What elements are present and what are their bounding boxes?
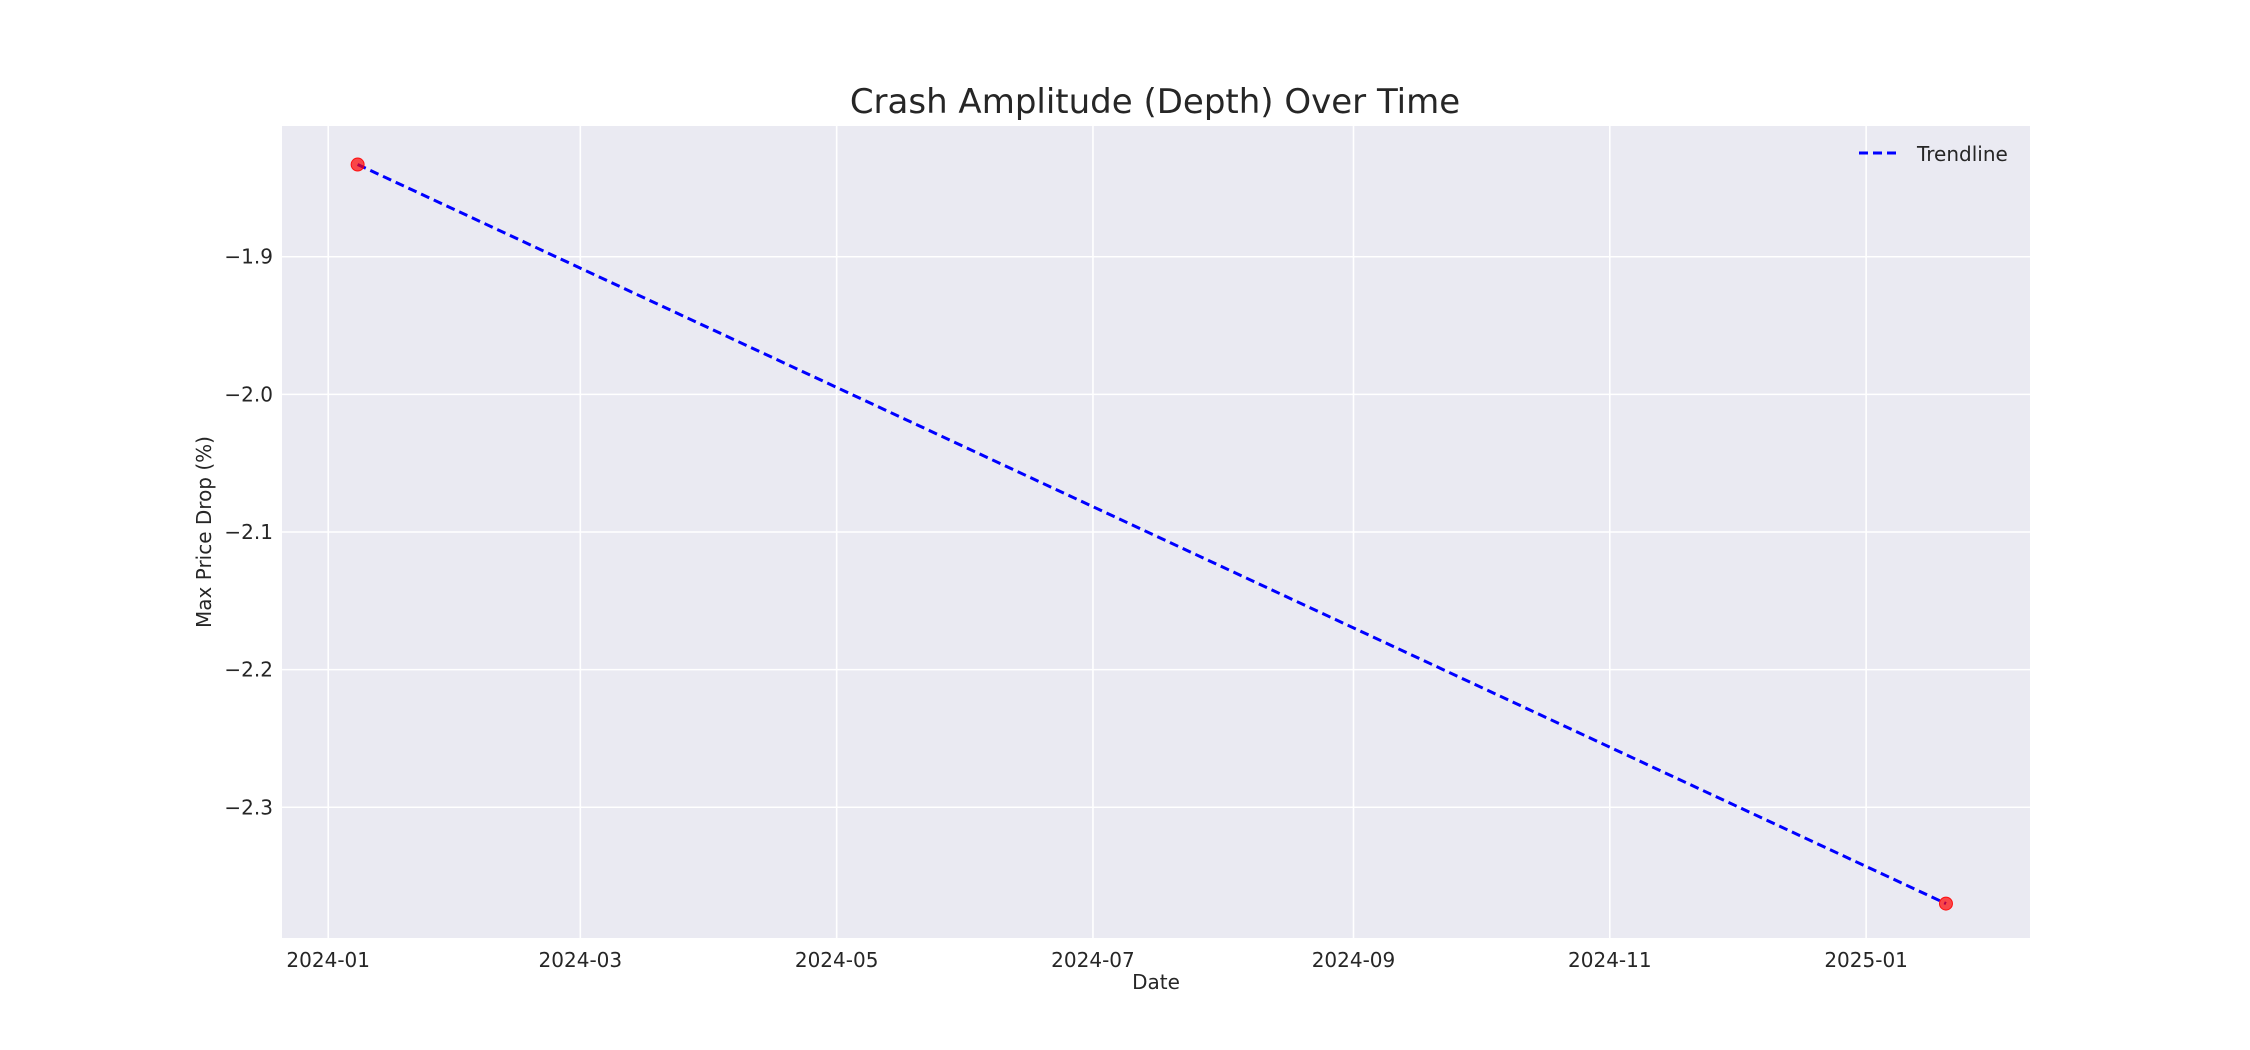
tick-labels: 2024-01 2024-03 2024-05 2024-07 2024-09 2024-…: [224, 245, 1907, 972]
y-tick-label: −2.1: [224, 520, 273, 544]
y-tick-label: −2.2: [224, 658, 273, 682]
x-tick-label: 2025-01: [1824, 948, 1908, 972]
scatter-point: [350, 157, 365, 172]
x-tick-label: 2024-07: [1051, 948, 1135, 972]
series-layer: [350, 157, 1953, 911]
x-tick-label: 2024-09: [1312, 948, 1396, 972]
x-tick-label: 2024-01: [286, 948, 370, 972]
x-axis-label: Date: [1132, 970, 1180, 994]
y-axis-label: Max Price Drop (%): [192, 436, 216, 628]
y-tick-label: −2.0: [224, 382, 273, 406]
x-tick-label: 2024-05: [795, 948, 879, 972]
trendline: [356, 163, 1947, 905]
x-tick-label: 2024-03: [539, 948, 623, 972]
legend-trendline-label: Trendline: [1916, 142, 2008, 166]
y-tick-label: −2.3: [224, 795, 273, 819]
legend: Trendline: [1859, 142, 2008, 166]
chart-title: Crash Amplitude (Depth) Over Time: [850, 82, 1460, 122]
x-tick-label: 2024-11: [1568, 948, 1652, 972]
scatter-point: [1938, 896, 1953, 911]
y-tick-label: −1.9: [224, 245, 273, 269]
grid: [282, 126, 2030, 938]
